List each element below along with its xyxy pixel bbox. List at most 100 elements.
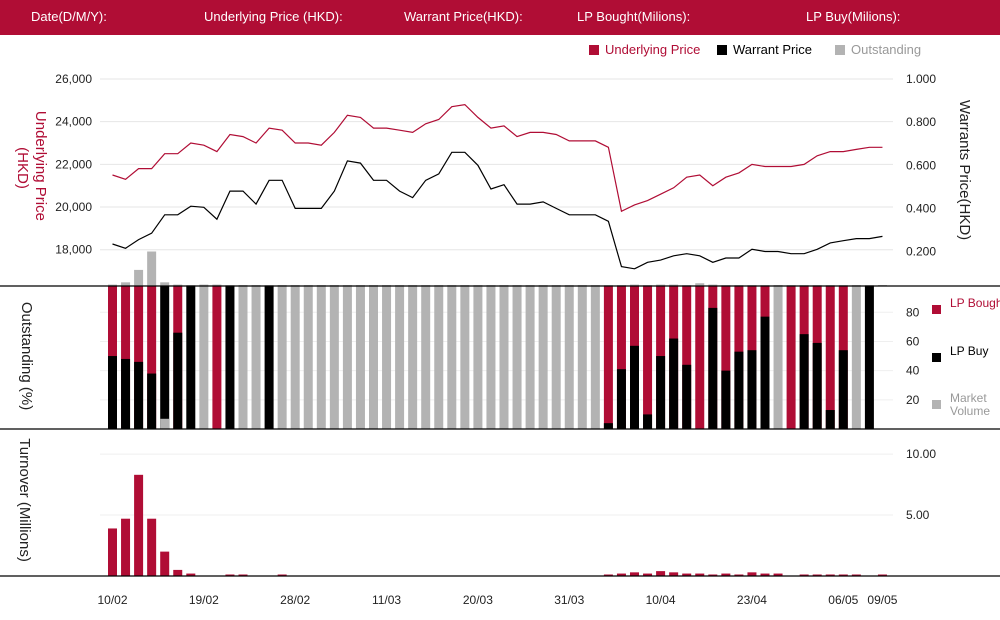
lp-bought-bar [603,286,613,429]
outstanding-bar [669,284,679,286]
lp-buy-bar [669,338,679,429]
lp-buy-bar [812,342,822,429]
turnover-bar [695,573,705,576]
underlying-price-line [112,103,883,213]
lp-buy-bar [186,286,196,429]
lp-bought-label: LP Bought(Milions): [577,9,691,24]
lp-buy-bar [134,361,144,429]
turnover-bar [173,569,183,576]
market-volume-bar [369,286,378,429]
outstanding-bar [147,251,157,286]
lp-buy-bar [616,369,626,429]
x-tick-label: 11/03 [372,593,401,607]
x-tick-label: 20/03 [463,593,493,607]
left-tick-label: 26,000 [55,72,92,86]
outstanding-tick-label: 40 [906,364,920,378]
lp-bought-bar [825,286,835,429]
legend-underlying-swatch [589,45,599,55]
turnover-bar [160,551,170,576]
turnover-bar [799,574,809,576]
outstanding-bar [656,284,666,286]
legend-underlying: Underlying Price [589,42,700,57]
legend-market-volume-label: Market Volume [950,391,991,418]
outstanding-tick-label: 80 [906,305,920,319]
market-volume-bar [551,286,561,429]
lp-bought-bar [616,286,626,429]
lp-buy-bar [630,345,639,429]
lp-buy-bar [643,414,653,429]
outstanding-bar [695,283,705,286]
outstanding-bar [160,282,170,286]
market-volume-bar [329,286,339,429]
left-tick-label: 18,000 [55,243,92,257]
market-volume-bar [512,286,522,429]
lp-buy-bar [108,356,117,429]
outstanding-bar [134,269,144,286]
lp-buy-bar [656,356,666,429]
market-volume-bar [251,286,261,429]
legend-lp-buy-swatch [932,353,941,362]
warrant-price-label: Warrant Price(HKD): [404,9,523,24]
turnover-bar [238,574,248,576]
turnover-bar [643,573,653,576]
right-tick-label: 0.400 [906,201,936,215]
lp-bought-bar [721,286,731,429]
legend-warrant-swatch [717,45,727,55]
warrant-price-line [112,151,883,270]
x-tick-label: 19/02 [189,593,219,607]
market-volume-bar [395,286,405,429]
outstanding-bar [708,284,718,286]
lp-buy-bar [799,334,809,429]
turnover-bar [134,474,144,576]
market-volume-bar [382,286,392,429]
lp-buy-bar [838,350,848,429]
turnover-bar [825,574,835,576]
market-volume-bar [238,286,248,429]
legend-lp-bought-swatch [932,305,941,314]
header-bar: Date(D/M/Y): Underlying Price (HKD): War… [0,0,1000,35]
lp-buy-bar [173,332,183,429]
market-volume-bar [577,286,587,429]
lp-bought-bar [121,286,131,429]
turnover-bar [603,574,613,576]
turnover-tick-label: 5.00 [906,508,930,522]
legend-market-volume-swatch [932,400,941,409]
price-legend: Underlying Price Warrant Price Outstandi… [0,42,1000,60]
turnover-bar [734,574,744,576]
right-tick-label: 0.600 [906,158,936,172]
turnover-bar [812,574,822,576]
turnover-bar [656,571,666,576]
date-label: Date(D/M/Y): [31,9,107,24]
x-tick-label: 31/03 [554,593,584,607]
lp-buy-bar [603,423,613,429]
turnover-bar [838,574,848,576]
x-tick-label: 28/02 [280,593,310,607]
market-volume-bar [447,286,457,429]
underlying-price-label: Underlying Price (HKD): [204,9,343,24]
outstanding-bar [630,284,639,286]
outstanding-bar [173,284,183,286]
outstanding-bar [199,284,209,286]
x-tick-label: 10/02 [97,593,127,607]
left-tick-label: 22,000 [55,157,92,171]
legend-underlying-label: Underlying Price [605,42,701,57]
lp-buy-bar [121,358,131,429]
lp-buy-bar [682,364,692,429]
turnover-bar [773,573,783,576]
turnover-bar [108,528,117,576]
market-volume-bar [525,286,535,429]
market-volume-bar [160,418,170,429]
market-volume-bar [499,286,509,429]
market-volume-bar [434,286,444,429]
lp-buy-bar [147,373,157,429]
lp-buy-bar [864,286,874,429]
market-volume-bar [773,286,783,429]
turnover-axis-title: Turnover (Millions) [16,438,33,562]
market-volume-bar [277,286,287,429]
lp-buy-bar [734,351,744,429]
turnover-bar [225,574,235,576]
right-tick-label: 0.200 [906,245,936,259]
turnover-bar [708,574,718,576]
turnover-bar [121,518,131,576]
